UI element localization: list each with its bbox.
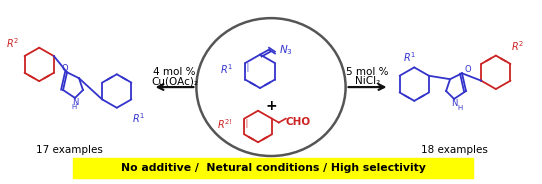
Text: $N_3$: $N_3$ xyxy=(279,43,293,56)
Text: $R^2$: $R^2$ xyxy=(6,36,20,50)
Ellipse shape xyxy=(196,18,346,156)
Text: +: + xyxy=(265,99,277,113)
Text: N: N xyxy=(451,99,457,108)
Text: 5 mol %: 5 mol % xyxy=(346,67,389,77)
Text: O: O xyxy=(62,64,68,73)
Text: $R^1$: $R^1$ xyxy=(403,51,416,64)
Text: $R^1$: $R^1$ xyxy=(220,62,233,76)
Text: ||: || xyxy=(243,119,248,128)
Text: 4 mol %: 4 mol % xyxy=(153,67,196,77)
Text: $R^{2!}$: $R^{2!}$ xyxy=(217,118,232,131)
Text: N: N xyxy=(72,98,78,107)
Text: H: H xyxy=(71,104,76,110)
Text: ||: || xyxy=(244,63,249,72)
Text: O: O xyxy=(464,65,470,74)
Text: 18 examples: 18 examples xyxy=(421,145,487,155)
Text: Cu(OAc)₂: Cu(OAc)₂ xyxy=(151,76,198,86)
Text: NiCl₂: NiCl₂ xyxy=(355,76,380,86)
Text: H: H xyxy=(457,105,462,111)
Text: No additive /  Netural conditions / High selectivity: No additive / Netural conditions / High … xyxy=(120,163,425,173)
Text: 17 examples: 17 examples xyxy=(36,145,102,155)
Text: $R^1$: $R^1$ xyxy=(132,112,145,125)
Text: $R^2$: $R^2$ xyxy=(511,39,524,53)
Text: CHO: CHO xyxy=(286,116,311,127)
FancyBboxPatch shape xyxy=(73,158,473,178)
